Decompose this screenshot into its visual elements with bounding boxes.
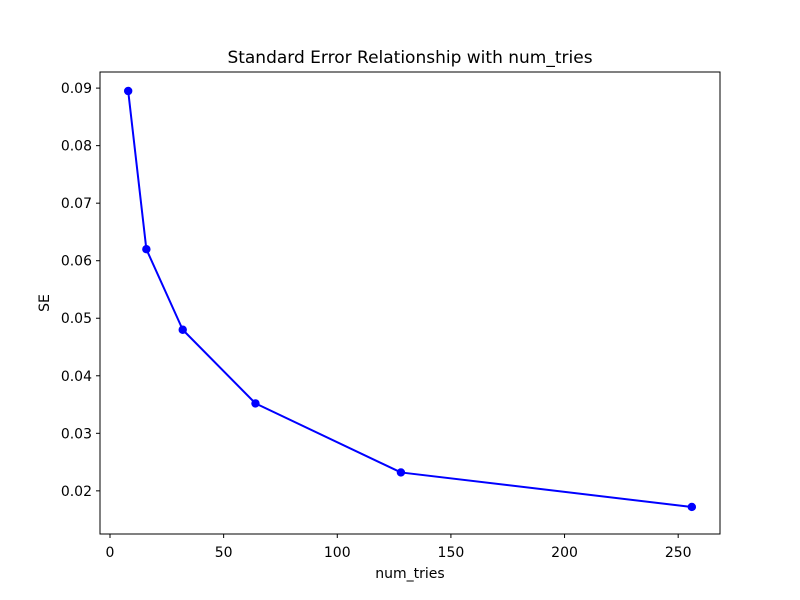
y-tick-label: 0.07 [61, 196, 92, 212]
chart-title: Standard Error Relationship with num_tri… [227, 48, 592, 68]
x-tick-label: 50 [215, 545, 233, 561]
data-point-marker [251, 399, 260, 408]
y-tick-label: 0.09 [61, 81, 92, 97]
data-point-marker [178, 325, 187, 334]
x-tick-label: 0 [106, 545, 115, 561]
x-tick-label: 150 [438, 545, 465, 561]
y-tick-label: 0.04 [61, 369, 92, 385]
data-point-marker [123, 86, 133, 96]
y-tick-label: 0.03 [61, 426, 92, 442]
axes-spines [99, 71, 721, 535]
y-tick-label: 0.06 [61, 254, 92, 270]
y-axis-label: SE [37, 294, 53, 312]
data-point-marker [142, 245, 151, 254]
x-axis-label: num_tries [375, 566, 444, 582]
data-line [127, 89, 693, 508]
x-tick-label: 100 [324, 545, 351, 561]
plot-area: 0 50 100 150 200 250 0.02 0.03 0.04 0.05 0.06 0.07 0… [61, 71, 721, 561]
data-point-marker [396, 468, 406, 477]
x-tick-label: 200 [551, 545, 578, 561]
y-tick-label: 0.05 [61, 311, 92, 327]
x-tick-label: 250 [665, 545, 692, 561]
data-point-marker [687, 502, 697, 512]
y-tick-label: 0.08 [61, 139, 92, 155]
y-tick-label: 0.02 [61, 484, 92, 500]
